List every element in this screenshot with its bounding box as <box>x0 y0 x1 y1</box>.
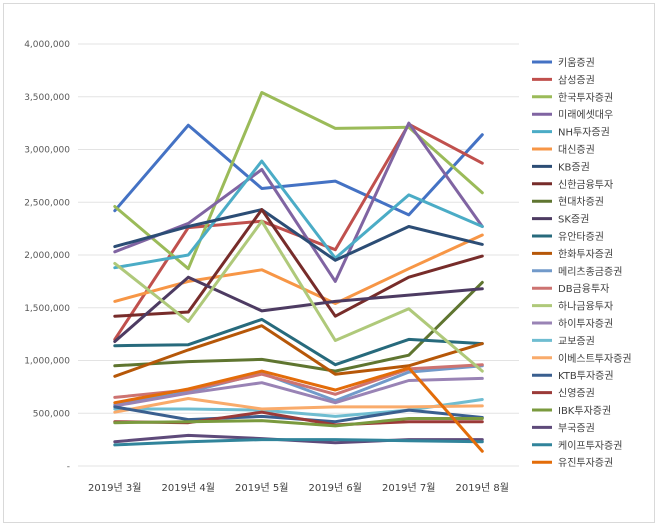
legend-label: 유안타증권 <box>558 231 604 243</box>
x-tick-label: 2019년 5월 <box>235 482 288 494</box>
chart-frame: - 500,000 1,000,000 1,500,000 2,000,000 2,500… <box>3 3 655 523</box>
y-tick-label: 3,000,000 <box>24 146 70 156</box>
line-chart: - 500,000 1,000,000 1,500,000 2,000,000 2,500… <box>24 40 632 494</box>
series-line <box>113 275 484 343</box>
y-tick-label: 1,500,000 <box>24 304 70 314</box>
y-tick-label: 3,500,000 <box>24 93 70 103</box>
legend-label: 대신증권 <box>558 144 595 156</box>
y-tick-label: - <box>67 462 70 472</box>
y-axis: - 500,000 1,000,000 1,500,000 2,000,000 2,500… <box>24 40 70 472</box>
x-tick-label: 2019년 4월 <box>162 482 215 494</box>
legend-label: 유진투자증권 <box>558 457 613 469</box>
y-tick-label: 2,500,000 <box>24 198 70 208</box>
y-tick-label: 4,000,000 <box>24 40 70 50</box>
series-line <box>113 438 484 447</box>
series-line <box>113 398 484 418</box>
legend-label: 하나금융투자 <box>558 300 613 313</box>
legend-label: 삼성증권 <box>558 74 595 86</box>
legend-label: 미래에셋대우 <box>558 109 613 121</box>
series-line <box>113 417 484 428</box>
legend-label: 교보증권 <box>558 335 595 347</box>
legend-label: SK증권 <box>558 214 589 226</box>
legend-label: 한국투자증권 <box>558 92 613 104</box>
series-line <box>113 233 484 305</box>
series-line <box>113 208 484 262</box>
legend-label: 키움증권 <box>558 57 595 69</box>
y-tick-label: 2,000,000 <box>24 251 70 261</box>
legend-label: 이베스트투자증권 <box>558 353 632 365</box>
legend-label: 신한금융투자 <box>558 179 613 191</box>
series-line <box>113 280 484 373</box>
series-line <box>113 91 484 271</box>
legend-label: 하이투자증권 <box>558 317 613 330</box>
series-line <box>113 219 484 373</box>
legend-label: 현대차증권 <box>558 196 604 208</box>
x-tick-label: 2019년 7월 <box>382 482 435 494</box>
series-line <box>113 397 484 414</box>
x-axis: 2019년 3월 2019년 4월 2019년 5월 2019년 6월 2019년 7월… <box>88 482 509 494</box>
series-line <box>113 159 484 270</box>
series-line <box>113 366 484 453</box>
y-tick-label: 1,000,000 <box>24 357 70 367</box>
series-line <box>113 324 484 378</box>
legend-label: 메리츠종금증권 <box>558 266 622 278</box>
legend-label: KB증권 <box>558 161 590 173</box>
legend-label: 케이프투자증권 <box>558 440 622 452</box>
series-line <box>113 121 484 283</box>
x-tick-label: 2019년 8월 <box>456 482 509 494</box>
legend-label: 한화투자증권 <box>558 248 613 260</box>
y-tick-label: 500,000 <box>33 409 70 419</box>
legend-label: 부국증권 <box>558 422 595 434</box>
series-line <box>113 317 484 367</box>
legend-label: 신영증권 <box>558 388 595 400</box>
legend-label: IBK투자증권 <box>558 405 611 417</box>
legend-label: KTB투자증권 <box>558 370 614 382</box>
legend-label: NH투자증권 <box>558 127 610 139</box>
legend-label: DB금융투자 <box>558 283 609 295</box>
x-tick-label: 2019년 3월 <box>88 482 141 494</box>
series-lines <box>113 91 484 453</box>
x-tick-label: 2019년 6월 <box>309 482 362 494</box>
